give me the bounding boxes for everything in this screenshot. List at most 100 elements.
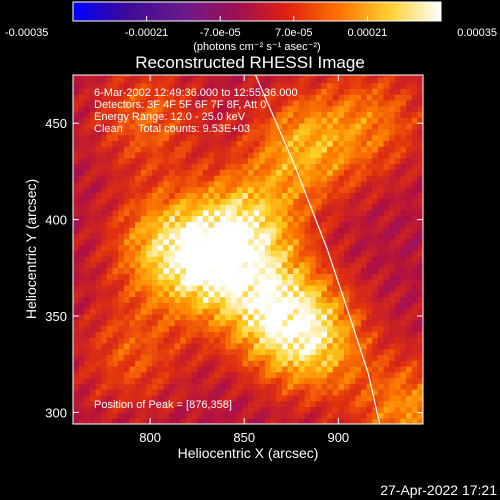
heatmap-cell [101, 175, 108, 182]
heatmap-cell [270, 244, 277, 251]
heatmap-cell [101, 279, 108, 286]
heatmap-cell [383, 94, 390, 101]
heatmap-cell [276, 337, 283, 344]
heatmap-cell [180, 111, 187, 118]
heatmap-cell [327, 348, 334, 355]
heatmap-cell [355, 88, 362, 95]
heatmap-cell [298, 215, 305, 222]
heatmap-cell [78, 319, 85, 327]
heatmap-cell [372, 100, 379, 107]
heatmap-cell [338, 221, 345, 228]
heatmap-cell [406, 325, 413, 332]
heatmap-cell [400, 152, 407, 159]
heatmap-cell [248, 198, 255, 205]
heatmap-cell [140, 383, 147, 390]
heatmap-cell [197, 88, 204, 95]
heatmap-cell [377, 395, 384, 402]
heatmap-cell [157, 354, 164, 361]
heatmap-cell [327, 406, 334, 413]
heatmap-cell [106, 221, 113, 228]
heatmap-cell [270, 146, 277, 153]
heatmap-cell [140, 169, 147, 176]
heatmap-cell [253, 175, 260, 182]
heatmap-cell [327, 233, 334, 240]
heatmap-cell [355, 100, 362, 107]
heatmap-cell [349, 152, 356, 159]
heatmap-cell [332, 198, 339, 205]
heatmap-cell [242, 152, 249, 159]
heatmap-cell [360, 221, 367, 228]
heatmap-cell [129, 238, 136, 246]
heatmap-cell [95, 105, 102, 113]
heatmap-cell [298, 238, 305, 246]
heatmap-cell [140, 152, 147, 159]
heatmap-cell [89, 238, 96, 246]
heatmap-cell [383, 290, 390, 298]
heatmap-cell [140, 418, 147, 424]
heatmap-cell [84, 412, 91, 419]
heatmap-cell [168, 157, 176, 165]
heatmap-cell [310, 395, 317, 402]
heatmap-cell [281, 76, 288, 84]
heatmap-cell [174, 406, 181, 413]
heatmap-cell [208, 105, 215, 113]
heatmap-cell [264, 371, 271, 379]
heatmap-cell [281, 331, 288, 338]
heatmap-cell [304, 406, 311, 413]
heatmap-cell [180, 100, 187, 107]
heatmap-cell [219, 267, 226, 274]
heatmap-cell [231, 418, 238, 424]
heatmap-cell [118, 105, 125, 113]
heatmap-cell [225, 221, 232, 228]
heatmap-cell [315, 163, 322, 170]
heatmap-cell [225, 192, 232, 199]
heatmap-cell [208, 400, 215, 408]
heatmap-cell [208, 343, 215, 350]
heatmap-cell [276, 383, 283, 390]
heatmap-cell [406, 204, 413, 211]
heatmap-cell [298, 308, 305, 315]
heatmap-cell [168, 383, 176, 390]
heatmap-cell [168, 192, 176, 199]
heatmap-cell [259, 100, 266, 107]
heatmap-cell [129, 175, 136, 182]
heatmap-cell [343, 395, 351, 402]
heatmap-cell [225, 123, 232, 130]
heatmap-cell [191, 75, 198, 78]
heatmap-cell [84, 94, 91, 101]
heatmap-cell [140, 262, 147, 269]
heatmap-cell [400, 198, 407, 205]
heatmap-cell [236, 331, 243, 338]
heatmap-cell [248, 360, 255, 367]
heatmap-cell [259, 117, 266, 124]
heatmap-cell [163, 88, 170, 95]
heatmap-cell [202, 290, 209, 298]
heatmap-cell [73, 163, 80, 170]
heatmap-cell [185, 354, 192, 361]
heatmap-cell [180, 123, 187, 130]
heatmap-cell [298, 395, 305, 402]
heatmap-cell [383, 256, 390, 263]
heatmap-cell [394, 94, 401, 101]
heatmap-cell [174, 88, 181, 95]
heatmap-cell [310, 221, 317, 228]
heatmap-cell [293, 233, 300, 240]
heatmap-cell [406, 88, 413, 95]
heatmap-cell [355, 94, 362, 101]
heatmap-cell [191, 111, 198, 118]
heatmap-cell [106, 181, 113, 188]
heatmap-cell [394, 273, 401, 280]
heatmap-cell [315, 256, 322, 263]
heatmap-cell [236, 296, 243, 303]
heatmap-cell [343, 146, 351, 153]
heatmap-cell [152, 290, 159, 298]
heatmap-cell [270, 221, 277, 228]
heatmap-cell [366, 273, 373, 280]
heatmap-cell [349, 100, 356, 107]
heatmap-cell [332, 256, 339, 263]
heatmap-cell [293, 123, 300, 130]
heatmap-cell [338, 128, 345, 136]
heatmap-cell [338, 94, 345, 101]
heatmap-cell [349, 285, 356, 292]
heatmap-cell [372, 88, 379, 95]
